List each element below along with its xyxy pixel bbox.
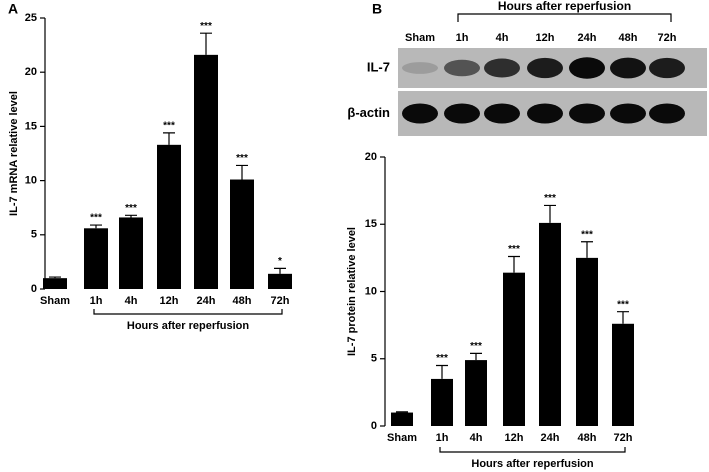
- blot-band: [569, 103, 605, 124]
- lane-label: 1h: [456, 32, 469, 44]
- y-axis-label: IL-7 protein relative level: [346, 227, 358, 356]
- bar: [431, 378, 453, 426]
- x-tick-label: Sham: [40, 295, 70, 307]
- significance-label: ***: [200, 21, 212, 32]
- blot-band: [402, 62, 438, 74]
- bar: [194, 54, 218, 289]
- error-bar: [508, 255, 520, 273]
- error-bar: [274, 267, 286, 274]
- error-bar: [581, 241, 593, 258]
- y-tick-label: 20: [25, 66, 37, 78]
- error-bar: [125, 214, 137, 218]
- group-label: Hours after reperfusion: [471, 458, 594, 470]
- blot-band: [610, 57, 646, 79]
- significance-label: ***: [544, 193, 556, 204]
- significance-label: ***: [508, 244, 520, 255]
- panel-label: A: [8, 1, 18, 17]
- x-tick-label: 1h: [436, 432, 449, 444]
- error-bar: [236, 164, 248, 180]
- y-tick-label: 25: [25, 12, 37, 24]
- error-bar: [617, 311, 629, 324]
- x-tick-label: 48h: [233, 295, 252, 307]
- error-bar: [544, 204, 556, 223]
- bar: [157, 144, 181, 289]
- blot-row-label: β-actin: [347, 105, 390, 120]
- x-tick-label: 48h: [578, 432, 597, 444]
- x-tick-label: 4h: [125, 295, 138, 307]
- bar: [119, 217, 143, 289]
- x-tick-label: 12h: [160, 295, 179, 307]
- y-tick-label: 15: [365, 218, 377, 230]
- blot-band: [610, 103, 646, 124]
- significance-label: ***: [581, 229, 593, 240]
- lane-label: Sham: [405, 32, 435, 44]
- y-axis-label: IL-7 mRNA relative level: [8, 91, 20, 216]
- bar: [576, 257, 598, 426]
- y-tick-label: 20: [365, 151, 377, 163]
- blot-band: [484, 103, 520, 124]
- blot-row-label: IL-7: [367, 59, 390, 74]
- panel-label: B: [372, 1, 382, 17]
- error-bar: [49, 276, 61, 279]
- lane-label: 72h: [658, 32, 677, 44]
- group-label: Hours after reperfusion: [498, 0, 631, 13]
- x-tick-label: 12h: [505, 432, 524, 444]
- error-bar: [200, 32, 212, 55]
- bar: [465, 360, 487, 426]
- bar: [230, 179, 254, 289]
- x-tick-label: 1h: [90, 295, 103, 307]
- bracket: [439, 447, 626, 453]
- significance-label: ***: [436, 353, 448, 364]
- blot-band: [649, 57, 685, 79]
- y-tick-label: 10: [25, 175, 37, 187]
- y-tick-label: 0: [371, 420, 377, 432]
- y-tick-label: 10: [365, 285, 377, 297]
- error-bar: [396, 411, 408, 413]
- blot-band: [402, 103, 438, 124]
- error-bar: [163, 132, 175, 145]
- blot-band: [484, 58, 520, 78]
- y-tick-label: 5: [31, 229, 37, 241]
- lane-label: 48h: [619, 32, 638, 44]
- bar: [503, 272, 525, 426]
- y-tick-label: 5: [371, 353, 377, 365]
- group-label: Hours after reperfusion: [127, 320, 250, 332]
- error-bar: [90, 224, 102, 229]
- significance-label: ***: [90, 213, 102, 224]
- x-tick-label: 24h: [197, 295, 216, 307]
- lane-label: 24h: [578, 32, 597, 44]
- bar: [391, 412, 413, 426]
- significance-label: ***: [236, 153, 248, 164]
- blot-band: [527, 103, 563, 124]
- bar: [539, 222, 561, 426]
- significance-label: ***: [125, 203, 137, 214]
- significance-label: ***: [163, 121, 175, 132]
- bar: [43, 278, 67, 289]
- x-tick-label: 72h: [271, 295, 290, 307]
- error-bar: [436, 364, 448, 379]
- y-tick-label: 15: [25, 120, 37, 132]
- lane-label: 4h: [496, 32, 509, 44]
- significance-label: ***: [470, 341, 482, 352]
- bracket: [93, 309, 283, 315]
- blot-band: [527, 57, 563, 79]
- blot-band: [444, 59, 480, 77]
- x-tick-label: Sham: [387, 432, 417, 444]
- blot-band: [649, 103, 685, 124]
- blot-band: [444, 103, 480, 124]
- significance-label: *: [278, 256, 282, 267]
- blot-band: [569, 57, 605, 79]
- bar: [612, 323, 634, 426]
- x-tick-label: 72h: [614, 432, 633, 444]
- lane-label: 12h: [536, 32, 555, 44]
- significance-label: ***: [617, 299, 629, 310]
- error-bar: [470, 352, 482, 361]
- x-tick-label: 4h: [470, 432, 483, 444]
- bar: [84, 228, 108, 289]
- bar: [268, 273, 292, 289]
- y-tick-label: 0: [31, 283, 37, 295]
- x-tick-label: 24h: [541, 432, 560, 444]
- bracket: [457, 13, 672, 22]
